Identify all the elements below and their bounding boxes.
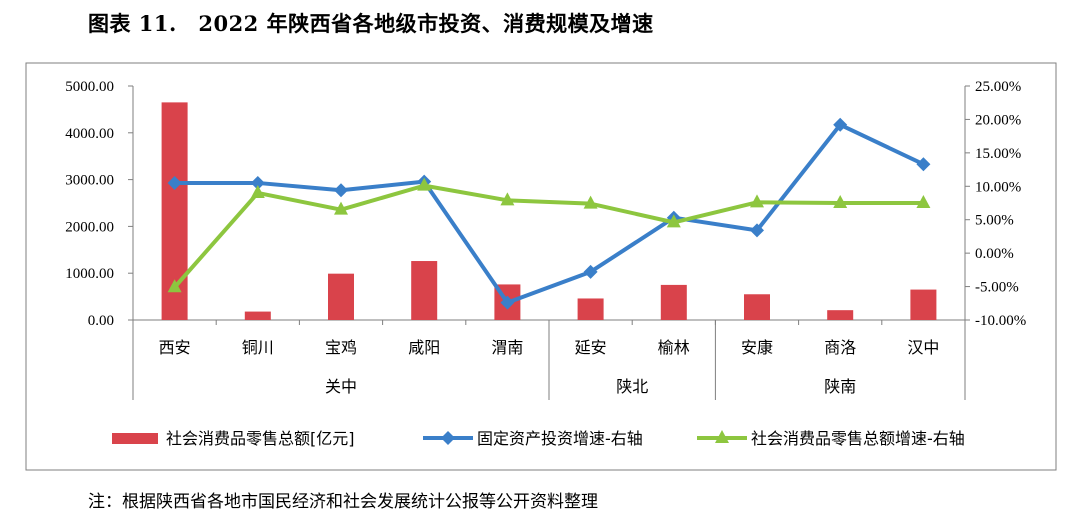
left-axis-tick-label: 0.00 — [88, 313, 114, 329]
category-label: 宝鸡 — [325, 338, 357, 357]
bar — [744, 294, 770, 320]
figure-note: 注：根据陕西省各地市国民经济和社会发展统计公报等公开资料整理 — [88, 492, 598, 512]
category-label: 铜川 — [242, 338, 274, 357]
legend-label: 固定资产投资增速-右轴 — [477, 429, 643, 448]
line-point-triangle — [583, 195, 598, 209]
figure-title: 图表 11. 2022 年陕西省各地级市投资、消费规模及增速 — [88, 11, 654, 36]
line-point-diamond — [583, 264, 598, 279]
legend-label: 社会消费品零售总额增速-右轴 — [751, 429, 965, 448]
right-axis-tick-label: 5.00% — [975, 213, 1014, 229]
legend-marker-diamond — [441, 431, 455, 445]
line-point-diamond — [500, 295, 515, 310]
category-label: 安康 — [741, 338, 773, 357]
category-label: 渭南 — [491, 338, 523, 357]
legend-label: 社会消费品零售总额[亿元] — [166, 429, 355, 448]
group-label: 陕北 — [616, 377, 648, 396]
line-point-diamond — [750, 223, 764, 238]
series-line — [173, 183, 924, 289]
line-point-triangle — [916, 195, 931, 208]
left-axis-tick-label: 1000.00 — [65, 266, 114, 282]
axes: 0.00 1000.00 2000.00 3000.00 4000.00 5000.00 -… — [65, 79, 1026, 400]
line-point-diamond — [334, 183, 348, 198]
line-point-triangle — [334, 201, 348, 215]
category-label: 西安 — [159, 338, 191, 357]
group-label: 陕南 — [824, 377, 856, 396]
group-label: 关中 — [325, 377, 357, 396]
line-point-triangle — [500, 192, 515, 206]
series-line — [174, 122, 925, 305]
legend-marker-triangle — [715, 430, 729, 443]
line-point-triangle — [167, 279, 182, 293]
right-axis-tick-label: 0.00% — [975, 246, 1014, 262]
right-axis-tick-label: 20.00% — [975, 112, 1021, 128]
line-series — [167, 117, 931, 310]
left-axis-tick-label: 4000.00 — [65, 126, 114, 142]
line-point-triangle — [666, 214, 681, 228]
left-axis-tick-label: 5000.00 — [65, 79, 114, 95]
category-label: 延安 — [575, 338, 607, 357]
category-label: 榆林 — [658, 338, 690, 357]
line-point-diamond — [916, 157, 931, 172]
chart-frame — [25, 62, 1057, 471]
line-point-diamond — [250, 175, 265, 190]
left-axis-tick-label: 3000.00 — [65, 173, 114, 189]
category-label: 商洛 — [824, 338, 856, 357]
line-point-triangle — [250, 184, 265, 198]
bar — [577, 298, 604, 320]
line-point-triangle — [833, 195, 848, 208]
legend: 社会消费品零售总额[亿元] 固定资产投资增速-右轴 社会消费品零售总额增速-右轴 — [112, 429, 965, 448]
line-point-triangle — [750, 194, 764, 208]
line-point-diamond — [167, 175, 182, 190]
bar — [244, 311, 271, 320]
right-axis-tick-label: 10.00% — [975, 179, 1021, 195]
left-axis-tick-label: 2000.00 — [65, 219, 114, 235]
right-axis-tick-label: 25.00% — [975, 79, 1021, 95]
bar — [411, 261, 438, 320]
line-point-triangle — [417, 177, 432, 191]
right-axis-tick-label: -10.00% — [975, 313, 1026, 329]
category-label: 咸阳 — [408, 338, 440, 357]
right-axis-tick-label: 15.00% — [975, 146, 1021, 162]
right-axis-tick-label: -5.00% — [975, 280, 1019, 296]
bar — [328, 273, 354, 320]
line-point-diamond — [833, 117, 848, 132]
category-label: 汉中 — [907, 338, 939, 357]
bar — [827, 310, 854, 320]
bar — [910, 289, 937, 320]
bar — [660, 284, 687, 320]
bar-series — [161, 102, 937, 320]
legend-swatch-bar — [112, 433, 158, 444]
